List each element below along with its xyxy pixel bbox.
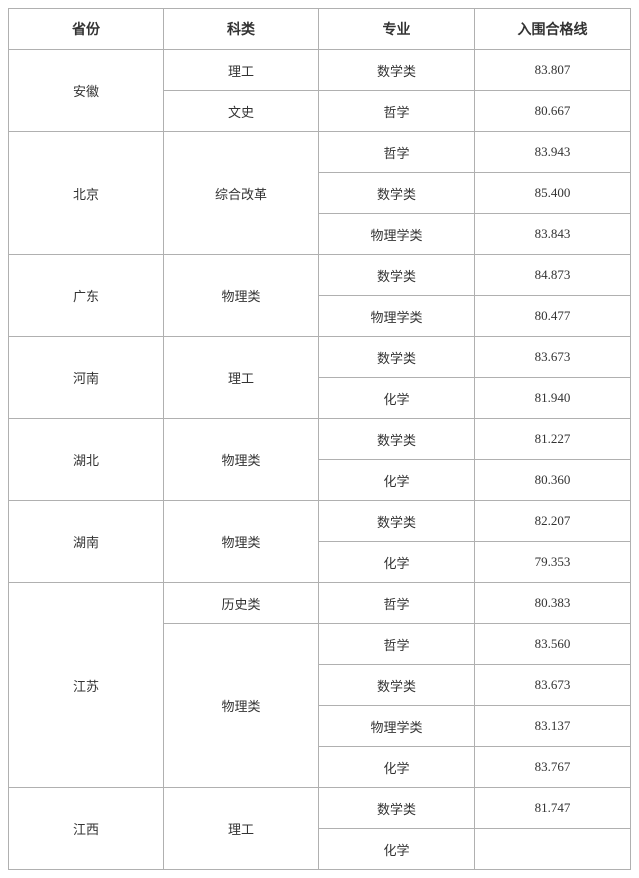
table-row: 广东物理类数学类84.873 xyxy=(9,255,631,296)
cell-major: 化学 xyxy=(319,378,475,419)
table-row: 江苏历史类哲学80.383 xyxy=(9,583,631,624)
cell-score: 83.673 xyxy=(475,665,631,706)
cell-province: 湖南 xyxy=(9,501,164,583)
cell-score: 81.747 xyxy=(475,788,631,829)
cell-score: 83.807 xyxy=(475,50,631,91)
cell-score: 80.477 xyxy=(475,296,631,337)
cell-major: 数学类 xyxy=(319,337,475,378)
cell-major: 数学类 xyxy=(319,788,475,829)
table-row: 河南理工数学类83.673 xyxy=(9,337,631,378)
cell-major: 数学类 xyxy=(319,255,475,296)
cell-score: 83.560 xyxy=(475,624,631,665)
cell-major: 数学类 xyxy=(319,50,475,91)
cell-category: 物理类 xyxy=(164,255,319,337)
cell-major: 化学 xyxy=(319,460,475,501)
cell-score: 79.353 xyxy=(475,542,631,583)
cell-major: 物理学类 xyxy=(319,214,475,255)
cell-province: 湖北 xyxy=(9,419,164,501)
cell-major: 物理学类 xyxy=(319,296,475,337)
cell-category: 理工 xyxy=(164,337,319,419)
cell-major: 哲学 xyxy=(319,91,475,132)
cell-category: 综合改革 xyxy=(164,132,319,255)
cell-score: 80.360 xyxy=(475,460,631,501)
cell-score: 81.227 xyxy=(475,419,631,460)
cell-score: 80.383 xyxy=(475,583,631,624)
cell-category: 物理类 xyxy=(164,501,319,583)
cell-score: 83.943 xyxy=(475,132,631,173)
cell-score: 83.843 xyxy=(475,214,631,255)
header-score: 入围合格线 xyxy=(475,9,631,50)
cell-score: 82.207 xyxy=(475,501,631,542)
cell-major: 哲学 xyxy=(319,132,475,173)
cell-province: 北京 xyxy=(9,132,164,255)
cell-major: 化学 xyxy=(319,747,475,788)
cell-major: 数学类 xyxy=(319,665,475,706)
cell-score: 85.400 xyxy=(475,173,631,214)
cell-province: 江西 xyxy=(9,788,164,870)
cell-score: 83.767 xyxy=(475,747,631,788)
cell-score xyxy=(475,829,631,870)
cell-category: 物理类 xyxy=(164,624,319,788)
header-province: 省份 xyxy=(9,9,164,50)
cell-major: 哲学 xyxy=(319,624,475,665)
table-row: 湖南物理类数学类82.207 xyxy=(9,501,631,542)
cell-major: 化学 xyxy=(319,829,475,870)
table-row: 湖北物理类数学类81.227 xyxy=(9,419,631,460)
cell-category: 物理类 xyxy=(164,419,319,501)
cell-category: 理工 xyxy=(164,788,319,870)
header-row: 省份 科类 专业 入围合格线 xyxy=(9,9,631,50)
cell-score: 80.667 xyxy=(475,91,631,132)
cell-major: 哲学 xyxy=(319,583,475,624)
header-major: 专业 xyxy=(319,9,475,50)
cell-category: 历史类 xyxy=(164,583,319,624)
cell-score: 83.137 xyxy=(475,706,631,747)
cell-province: 安徽 xyxy=(9,50,164,132)
table-row: 江西理工数学类81.747 xyxy=(9,788,631,829)
table-row: 安徽理工数学类83.807 xyxy=(9,50,631,91)
cell-score: 81.940 xyxy=(475,378,631,419)
cell-province: 江苏 xyxy=(9,583,164,788)
header-category: 科类 xyxy=(164,9,319,50)
cell-major: 化学 xyxy=(319,542,475,583)
cell-province: 广东 xyxy=(9,255,164,337)
cell-major: 物理学类 xyxy=(319,706,475,747)
table-body: 安徽理工数学类83.807文史哲学80.667北京综合改革哲学83.943数学类… xyxy=(9,50,631,870)
cell-major: 数学类 xyxy=(319,419,475,460)
cell-score: 84.873 xyxy=(475,255,631,296)
cell-major: 数学类 xyxy=(319,173,475,214)
cell-category: 文史 xyxy=(164,91,319,132)
cell-province: 河南 xyxy=(9,337,164,419)
cell-score: 83.673 xyxy=(475,337,631,378)
table-row: 北京综合改革哲学83.943 xyxy=(9,132,631,173)
scores-table: 省份 科类 专业 入围合格线 安徽理工数学类83.807文史哲学80.667北京… xyxy=(8,8,631,870)
cell-category: 理工 xyxy=(164,50,319,91)
cell-major: 数学类 xyxy=(319,501,475,542)
